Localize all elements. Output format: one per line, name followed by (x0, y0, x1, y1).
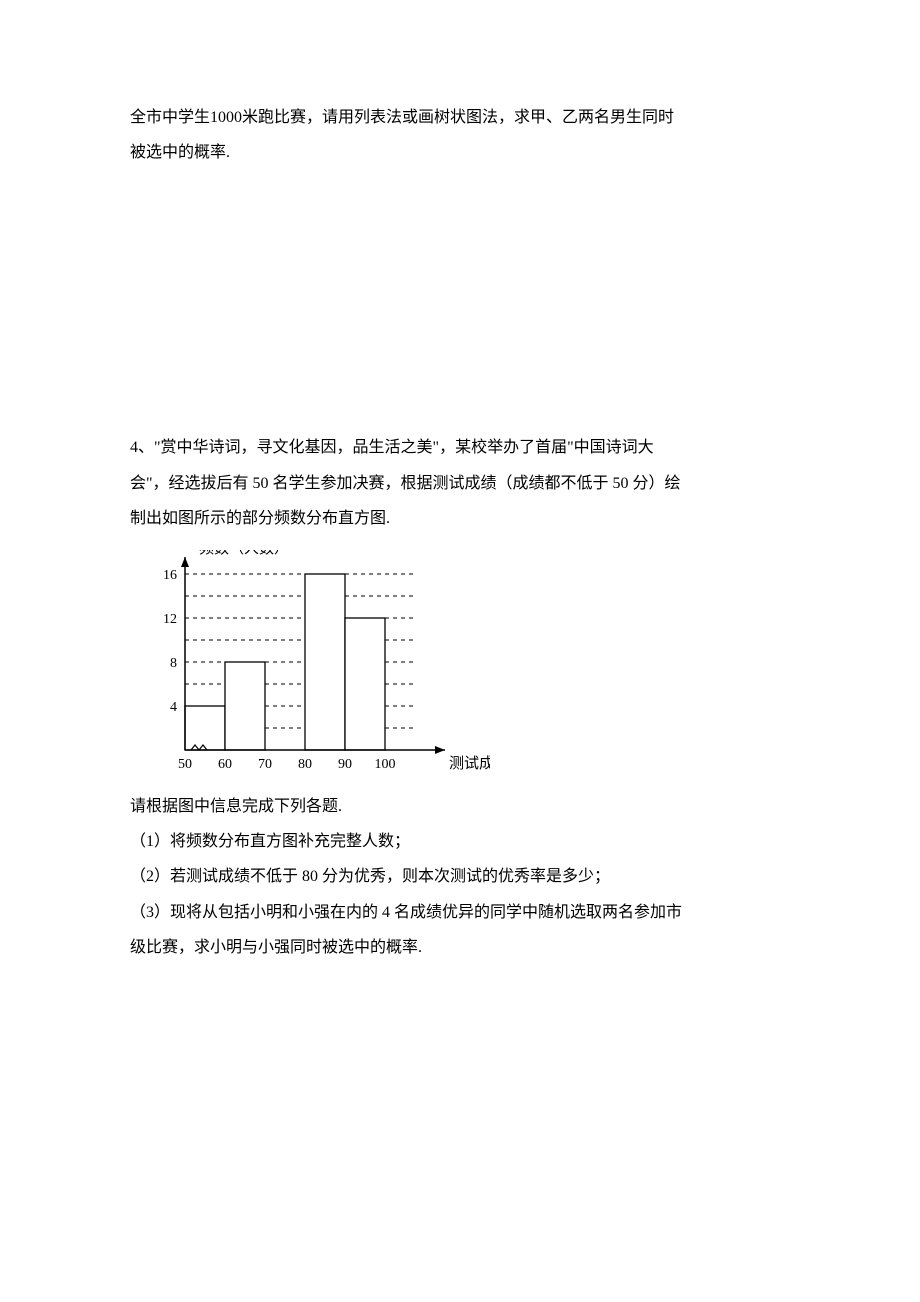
q4-intro-2: 会"，经选拔后有 50 名学生参加决赛，根据测试成绩（成绩都不低于 50 分）绘 (130, 466, 800, 501)
histogram-svg: 4 8 12 16 50 60 70 80 90 100 频数（人数） 测试成绩 (130, 550, 490, 775)
svg-text:测试成绩: 测试成绩 (449, 755, 490, 772)
q4-intro-1: 4、"赏中华诗词，寻文化基因，品生活之美"，某校举办了首届"中国诗词大 (130, 430, 800, 465)
q4-sub1: （1）将频数分布直方图补充完整人数； (130, 824, 800, 859)
q3-line1: 全市中学生1000米跑比赛，请用列表法或画树状图法，求甲、乙两名男生同时 (130, 100, 800, 135)
histogram-chart: 4 8 12 16 50 60 70 80 90 100 频数（人数） 测试成绩 (130, 550, 800, 775)
q4-sub2: （2）若测试成绩不低于 80 分为优秀，则本次测试的优秀率是多少； (130, 859, 800, 894)
svg-text:16: 16 (163, 568, 177, 583)
svg-text:60: 60 (218, 757, 232, 772)
q3-line2: 被选中的概率. (130, 135, 800, 170)
svg-text:100: 100 (375, 757, 396, 772)
svg-text:50: 50 (178, 757, 192, 772)
q4-sub4: 级比赛，求小明与小强同时被选中的概率. (130, 930, 800, 965)
q4-intro-3: 制出如图所示的部分频数分布直方图. (130, 501, 800, 536)
svg-text:4: 4 (170, 700, 177, 715)
svg-text:70: 70 (258, 757, 272, 772)
svg-text:90: 90 (338, 757, 352, 772)
svg-text:12: 12 (163, 612, 177, 627)
q4-sub3: （3）现将从包括小明和小强在内的 4 名成绩优异的同学中随机选取两名参加市 (130, 895, 800, 930)
svg-text:频数（人数）: 频数（人数） (199, 550, 289, 557)
q4-after: 请根据图中信息完成下列各题. (130, 789, 800, 824)
svg-text:80: 80 (298, 757, 312, 772)
svg-text:8: 8 (170, 656, 177, 671)
spacer (130, 170, 800, 430)
